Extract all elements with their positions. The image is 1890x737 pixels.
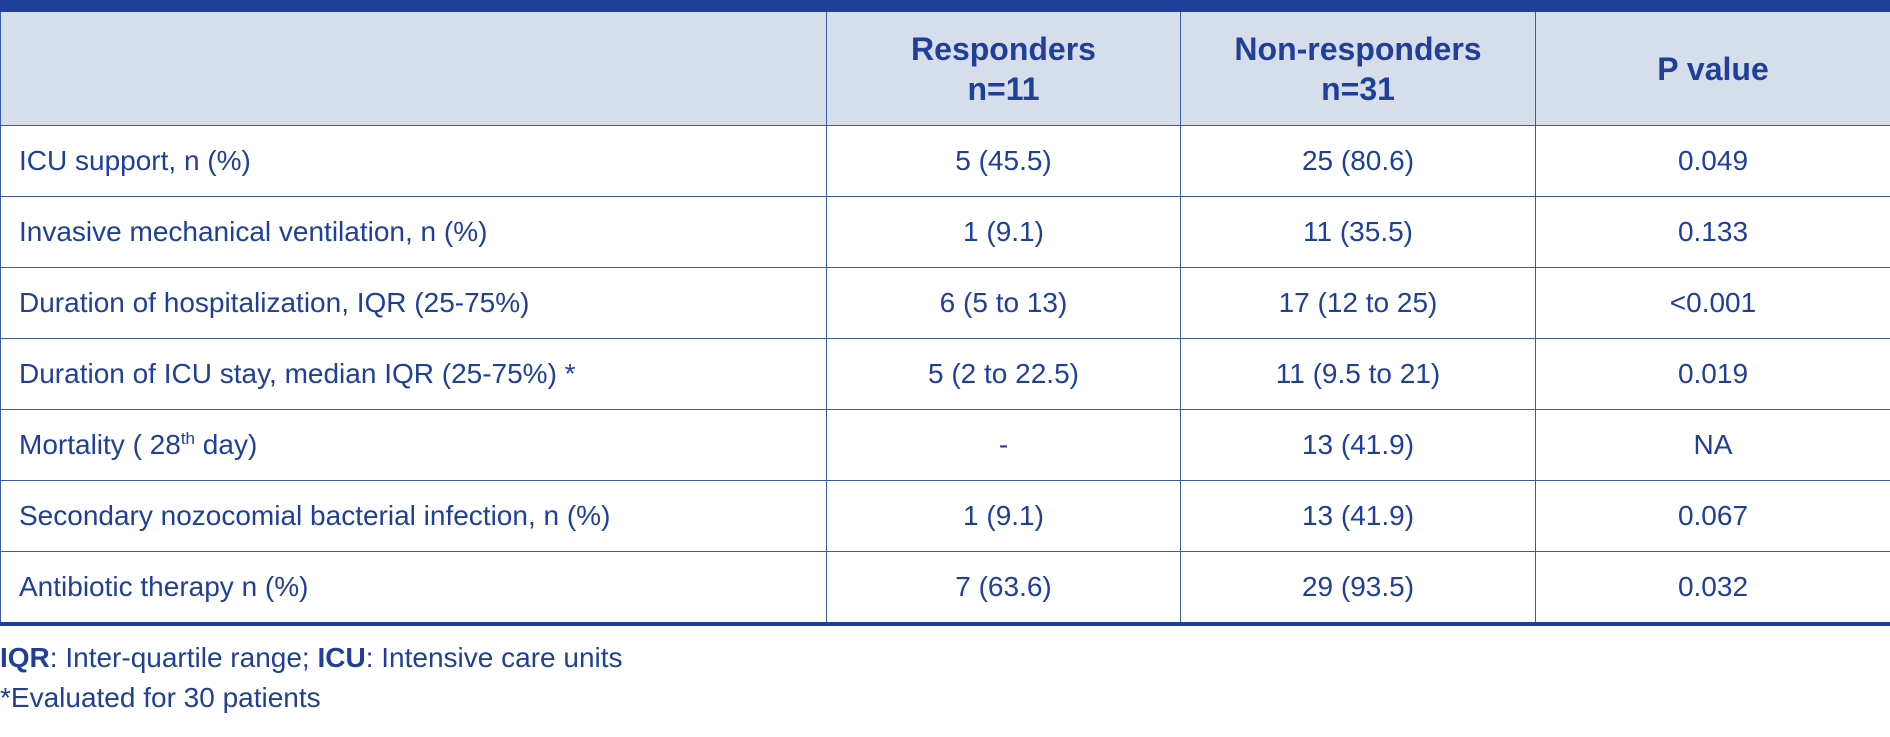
table-body: ICU support, n (%) 5 (45.5) 25 (80.6) 0.… [0, 125, 1890, 626]
row-label: Antibiotic therapy n (%) [0, 551, 827, 626]
header-cell-responders: Responders n=11 [826, 12, 1181, 126]
non-responders-cell: 13 (41.9) [1180, 480, 1536, 552]
definition-iqr: : Inter-quartile range; [49, 642, 318, 673]
non-responders-cell: 13 (41.9) [1180, 409, 1536, 481]
header-non-responders-title: Non-responders [1234, 30, 1482, 67]
responders-cell: 7 (63.6) [826, 551, 1181, 626]
row-label: Invasive mechanical ventilation, n (%) [0, 196, 827, 268]
table-row: ICU support, n (%) 5 (45.5) 25 (80.6) 0.… [0, 125, 1890, 197]
table-row: Duration of hospitalization, IQR (25-75%… [0, 267, 1890, 339]
abbreviation-icu: ICU [317, 642, 366, 673]
header-cell-p-value: P value [1535, 12, 1890, 126]
header-cell-label [0, 12, 827, 126]
non-responders-cell: 11 (35.5) [1180, 196, 1536, 268]
table-row: Mortality ( 28th day) - 13 (41.9) NA [0, 409, 1890, 481]
responders-cell: 5 (2 to 22.5) [826, 338, 1181, 410]
row-label: Secondary nozocomial bacterial infection… [0, 480, 827, 552]
footnotes: IQR: Inter-quartile range; ICU: Intensiv… [0, 626, 1890, 718]
non-responders-cell: 17 (12 to 25) [1180, 267, 1536, 339]
row-label-text-end: day) [195, 429, 258, 460]
responders-cell: - [826, 409, 1181, 481]
row-label: Duration of hospitalization, IQR (25-75%… [0, 267, 827, 339]
results-table: Responders n=11 Non-responders n=31 P va… [0, 12, 1890, 626]
row-label: ICU support, n (%) [0, 125, 827, 197]
table-row: Secondary nozocomial bacterial infection… [0, 480, 1890, 552]
results-table-figure: Responders n=11 Non-responders n=31 P va… [0, 0, 1890, 718]
definition-icu: : Intensive care units [365, 642, 623, 673]
header-p-value-title: P value [1657, 50, 1769, 87]
non-responders-cell: 29 (93.5) [1180, 551, 1536, 626]
asterisk-footnote: *Evaluated for 30 patients [0, 682, 321, 713]
p-value-cell: <0.001 [1535, 267, 1890, 339]
row-label: Duration of ICU stay, median IQR (25-75%… [0, 338, 827, 410]
non-responders-cell: 25 (80.6) [1180, 125, 1536, 197]
p-value-cell: 0.032 [1535, 551, 1890, 626]
row-label-text: Mortality ( 28 [19, 429, 181, 460]
top-rule [0, 0, 1890, 12]
table-header: Responders n=11 Non-responders n=31 P va… [0, 12, 1890, 126]
table-row: Duration of ICU stay, median IQR (25-75%… [0, 338, 1890, 410]
header-row: Responders n=11 Non-responders n=31 P va… [0, 12, 1890, 126]
abbreviation-iqr: IQR [0, 642, 50, 673]
header-non-responders-n: n=31 [1321, 70, 1395, 107]
header-responders-title: Responders [911, 30, 1096, 67]
p-value-cell: NA [1535, 409, 1890, 481]
header-responders-n: n=11 [967, 70, 1040, 107]
p-value-cell: 0.049 [1535, 125, 1890, 197]
non-responders-cell: 11 (9.5 to 21) [1180, 338, 1536, 410]
table-row: Invasive mechanical ventilation, n (%) 1… [0, 196, 1890, 268]
table-row: Antibiotic therapy n (%) 7 (63.6) 29 (93… [0, 551, 1890, 626]
abbreviations-footnote: IQR: Inter-quartile range; ICU: Intensiv… [0, 638, 1890, 678]
responders-cell: 1 (9.1) [826, 196, 1181, 268]
row-label: Mortality ( 28th day) [0, 409, 827, 481]
row-label-superscript: th [180, 429, 196, 448]
p-value-cell: 0.133 [1535, 196, 1890, 268]
responders-cell: 6 (5 to 13) [826, 267, 1181, 339]
p-value-cell: 0.019 [1535, 338, 1890, 410]
responders-cell: 1 (9.1) [826, 480, 1181, 552]
p-value-cell: 0.067 [1535, 480, 1890, 552]
responders-cell: 5 (45.5) [826, 125, 1181, 197]
header-cell-non-responders: Non-responders n=31 [1180, 12, 1536, 126]
